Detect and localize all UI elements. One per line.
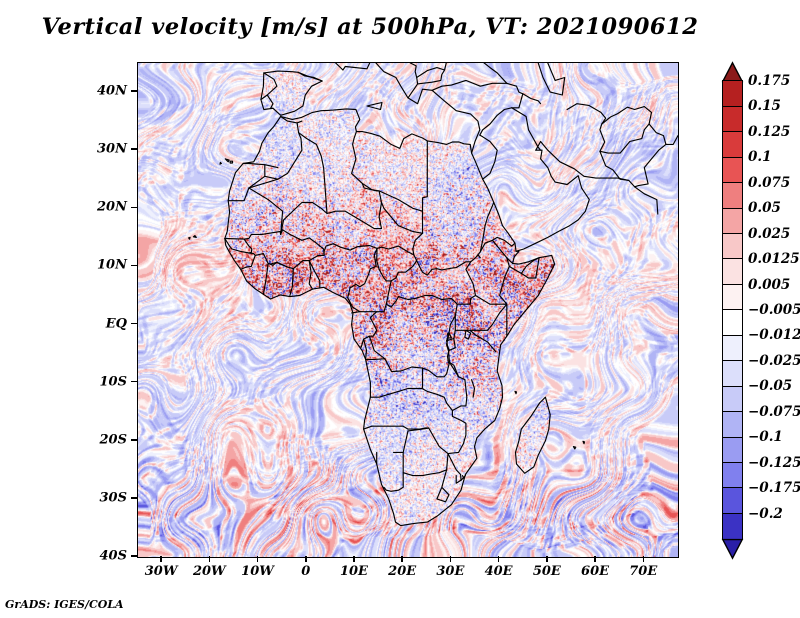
footer-attribution: GrADS: IGES/COLA bbox=[5, 598, 124, 611]
colorbar-band bbox=[722, 283, 743, 311]
colorbar-tick-label: −0.025 bbox=[748, 352, 800, 369]
longitude-tick-label: 50E bbox=[532, 564, 561, 579]
latitude-tick-mark bbox=[131, 380, 137, 383]
colorbar-tick-label: 0.125 bbox=[748, 123, 791, 140]
latitude-tick-label: 10N bbox=[97, 257, 127, 273]
colorbar-band bbox=[722, 131, 743, 159]
colorbar-tick-label: −0.1 bbox=[748, 429, 783, 446]
longitude-tick-mark bbox=[546, 556, 548, 562]
colorbar-tick-label: 0.15 bbox=[748, 98, 781, 115]
latitude-tick-label: 40S bbox=[99, 548, 127, 564]
longitude-tick-mark bbox=[497, 556, 500, 562]
page-title: Vertical velocity [m/s] at 500hPa, VT: 2… bbox=[41, 14, 699, 40]
longitude-tick-mark bbox=[305, 556, 307, 562]
longitude-tick-mark bbox=[449, 556, 452, 562]
longitude-tick-label: 70E bbox=[629, 564, 658, 579]
colorbar-band bbox=[722, 385, 743, 413]
longitude-tick-label: 30E bbox=[436, 564, 465, 579]
longitude-tick-mark bbox=[160, 556, 162, 562]
colorbar-tick-label: 0.175 bbox=[748, 73, 791, 89]
latitude-tick-label: 40N bbox=[97, 83, 127, 99]
latitude-tick-label: 20S bbox=[99, 432, 127, 448]
longitude-tick-mark bbox=[401, 556, 403, 562]
latitude-tick-mark bbox=[131, 555, 137, 557]
colorbar-tick-label: −0.175 bbox=[748, 480, 800, 497]
colorbar-max-arrow bbox=[721, 61, 744, 83]
colorbar-tick-label: 0.1 bbox=[748, 149, 772, 166]
colorbar-tick-label: −0.05 bbox=[748, 378, 793, 395]
latitude-tick-mark bbox=[131, 90, 137, 92]
colorbar-tick-label: −0.005 bbox=[748, 302, 800, 318]
latitude-tick-label: 20N bbox=[97, 199, 127, 215]
colorbar-tick-label: 0.025 bbox=[748, 225, 791, 242]
longitude-tick-label: 10W bbox=[241, 564, 274, 579]
longitude-tick-label: 20E bbox=[388, 564, 417, 579]
colorbar-band bbox=[722, 156, 743, 184]
longitude-tick-mark bbox=[594, 556, 596, 562]
longitude-tick-mark bbox=[642, 556, 644, 562]
longitude-tick-label: 30W bbox=[144, 564, 178, 579]
colorbar-band bbox=[722, 207, 743, 235]
colorbar-tick-label: −0.125 bbox=[748, 454, 800, 471]
latitude-tick-mark bbox=[131, 497, 137, 499]
longitude-tick-label: 60E bbox=[581, 564, 610, 579]
latitude-tick-mark bbox=[131, 264, 137, 267]
longitude-tick-label: 10E bbox=[339, 564, 368, 579]
longitude-tick-mark bbox=[208, 556, 211, 562]
longitude-tick-mark bbox=[353, 556, 355, 562]
latitude-tick-mark bbox=[131, 206, 137, 209]
colorbar-band bbox=[722, 487, 743, 515]
colorbar-band bbox=[722, 411, 743, 438]
latitude-tick-mark bbox=[131, 148, 137, 150]
colorbar-tick-label: −0.075 bbox=[748, 403, 800, 420]
longitude-tick-label: 40E bbox=[484, 564, 513, 579]
colorbar-band bbox=[722, 232, 743, 260]
colorbar-tick-label: 0.05 bbox=[748, 200, 781, 217]
longitude-tick-label: 0 bbox=[301, 564, 311, 579]
colorbar-band bbox=[722, 436, 743, 464]
latitude-tick-label: 10S bbox=[99, 374, 127, 390]
longitude-tick-label: 20W bbox=[192, 564, 226, 579]
latitude-tick-label: 30N bbox=[97, 141, 127, 157]
colorbar bbox=[721, 61, 744, 560]
latitude-tick-mark bbox=[131, 322, 137, 325]
colorbar-tick-label: −0.0125 bbox=[748, 327, 800, 344]
longitude-tick-mark bbox=[256, 556, 259, 562]
colorbar-band bbox=[722, 334, 743, 362]
latitude-tick-label: EQ bbox=[105, 316, 127, 332]
colorbar-band bbox=[722, 258, 743, 286]
colorbar-tick-label: 0.0125 bbox=[748, 251, 800, 268]
colorbar-tick-label: 0.075 bbox=[748, 174, 791, 191]
latitude-tick-mark bbox=[131, 439, 137, 441]
colorbar-min-arrow bbox=[721, 538, 744, 560]
colorbar-band bbox=[722, 360, 743, 388]
colorbar-tick-label: 0.005 bbox=[748, 276, 791, 293]
colorbar-band bbox=[722, 80, 743, 108]
colorbar-tick-label: −0.2 bbox=[748, 505, 783, 522]
colorbar-band bbox=[722, 512, 743, 540]
country-borders-overlay bbox=[188, 63, 678, 527]
colorbar-band bbox=[722, 182, 743, 209]
colorbar-band bbox=[722, 309, 743, 337]
latitude-tick-label: 30S bbox=[99, 490, 127, 506]
map-plot-area bbox=[137, 62, 679, 558]
colorbar-band bbox=[722, 461, 743, 489]
colorbar-band bbox=[722, 105, 743, 133]
